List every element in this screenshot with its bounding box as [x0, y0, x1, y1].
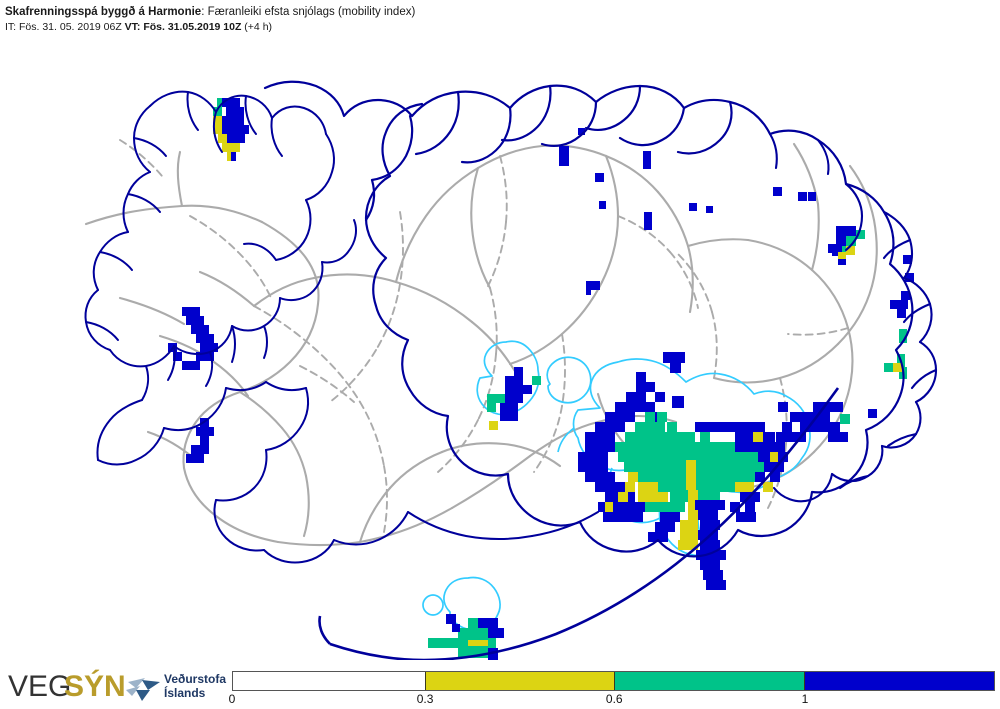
legend-tick-3: 1	[801, 692, 809, 706]
legend-segment-divider	[804, 672, 806, 690]
coastline	[263, 80, 914, 558]
mobility-index-cells	[168, 98, 914, 660]
legend-segment-3	[805, 672, 994, 690]
legend-segment-1	[425, 672, 614, 690]
vegsyn-logo[interactable]: VEG SÝN Veðurstofa Íslands	[8, 668, 233, 704]
forecast-time-line: IT: Fös. 31. 05. 2019 06Z VT: Fös. 31.05…	[5, 21, 625, 34]
road-network	[84, 142, 878, 547]
highland-tracks	[119, 139, 849, 533]
logo-veg-text: VEG	[8, 670, 71, 703]
logo-org-line1: Veðurstofa	[164, 672, 226, 686]
logo-syn-text: SÝN	[64, 669, 126, 703]
east-fjords	[768, 132, 938, 503]
arrow-mark-icon	[126, 678, 160, 701]
legend-segment-2	[614, 672, 805, 690]
legend-colorbar[interactable]	[232, 671, 995, 691]
title-subtitle: : Færanleiki efsta snjólags (mobility in…	[201, 6, 416, 18]
north-coast	[364, 84, 733, 222]
legend-tick-1: 0.3	[416, 692, 434, 706]
logo-org-line2: Íslands	[164, 685, 206, 700]
map-header: Skafrenningsspá byggð á Harmonie: Færanl…	[5, 5, 625, 35]
legend-tick-0: 0	[228, 692, 236, 706]
lead-time-label: (+4 h)	[241, 21, 273, 34]
title-model: Skafrenningsspá byggð á Harmonie	[5, 6, 202, 18]
legend-tick-labels: 0 0.3 0.6 1	[228, 692, 995, 708]
legend-segment-0	[233, 672, 425, 690]
map-canvas[interactable]	[0, 36, 1000, 660]
coastline-detail	[84, 90, 599, 564]
legend-segment-divider	[613, 672, 615, 690]
valid-time-label: VT: Fös. 31.05.2019 10Z	[124, 21, 242, 34]
legend-segment-divider	[424, 672, 426, 690]
page-title: Skafrenningsspá byggð á Harmonie: Færanl…	[5, 5, 625, 19]
legend-tick-2: 0.6	[605, 692, 623, 706]
init-time-label: IT: Fös. 31. 05. 2019 06Z	[5, 21, 125, 34]
legend-footer: VEG SÝN Veðurstofa Íslands 0 0.3 0.6 1	[0, 660, 1000, 709]
map-background	[0, 36, 1000, 660]
iceland-map[interactable]	[0, 36, 1000, 660]
